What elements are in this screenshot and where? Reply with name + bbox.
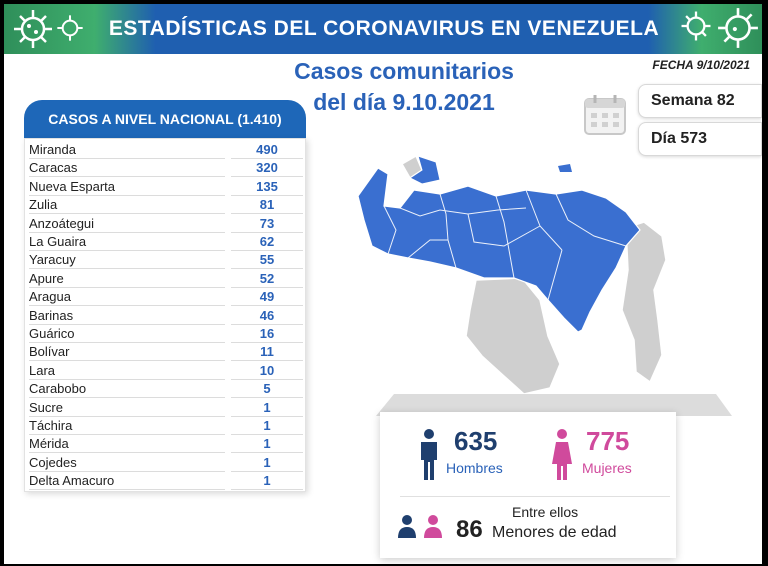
state-cases: 46 (231, 307, 303, 325)
map-region-amazonas (465, 277, 561, 395)
girl-icon (424, 515, 442, 538)
state-name: Sucre (29, 399, 225, 417)
map-region-delta (621, 221, 667, 384)
entre-ellos-label: Entre ellos (512, 504, 579, 520)
state-name: Guárico (29, 325, 225, 343)
virus-icon (718, 8, 758, 48)
table-row: Carabobo 5 (25, 380, 307, 399)
state-name: Carabobo (29, 380, 225, 399)
state-cases: 73 (231, 215, 303, 233)
state-name: Apure (29, 270, 225, 288)
state-name: Yaracuy (29, 251, 225, 270)
state-name: Lara (29, 362, 225, 380)
virus-icon (14, 10, 52, 48)
state-cases: 16 (231, 325, 303, 343)
table-row: Bolívar 11 (25, 343, 307, 362)
state-name: Táchira (29, 417, 225, 435)
table-row: Miranda 490 (25, 141, 307, 159)
infographic: ESTADÍSTICAS DEL CORONAVIRUS EN VENEZUEL… (4, 4, 762, 564)
state-cases: 52 (231, 270, 303, 288)
subtitle-line2: del día 9.10.2021 (313, 89, 495, 115)
table-row: Lara 10 (25, 362, 307, 380)
page-subtitle: Casos comunitarios del día 9.10.2021 (244, 56, 564, 118)
map-region-main (357, 167, 641, 333)
woman-icon (552, 429, 572, 480)
cases-table: Miranda 490 Caracas 320 Nueva Esparta 135 Zuli… (24, 138, 306, 492)
state-name: Caracas (29, 159, 225, 178)
state-cases: 1 (231, 417, 303, 435)
state-cases: 81 (231, 196, 303, 215)
state-cases: 1 (231, 399, 303, 417)
state-name: Aragua (29, 288, 225, 307)
hombres-count: 635 (454, 426, 498, 456)
man-icon (421, 429, 437, 480)
state-cases: 135 (231, 178, 303, 196)
state-cases: 1 (231, 454, 303, 472)
state-name: Barinas (29, 307, 225, 325)
state-cases: 10 (231, 362, 303, 380)
table-row: Zulia 81 (25, 196, 307, 215)
table-row: Apure 52 (25, 270, 307, 288)
hombres-label: Hombres (446, 460, 503, 476)
state-cases: 490 (231, 141, 303, 159)
state-name: Miranda (29, 141, 225, 159)
mujeres-count: 775 (586, 426, 630, 456)
table-row: Barinas 46 (25, 307, 307, 325)
state-name: Mérida (29, 435, 225, 454)
calendar-icon (584, 95, 626, 135)
menores-count: 86 (456, 516, 483, 543)
table-row: Yaracuy 55 (25, 251, 307, 270)
dia-badge: Día 573 (638, 122, 762, 156)
table-row: La Guaira 62 (25, 233, 307, 251)
date-label: FECHA 9/10/2021 (652, 58, 750, 72)
table-row: Caracas 320 (25, 159, 307, 178)
state-cases: 49 (231, 288, 303, 307)
subtitle-line1: Casos comunitarios (294, 58, 514, 84)
mujeres-label: Mujeres (582, 460, 632, 476)
table-row: Anzoátegui 73 (25, 215, 307, 233)
table-row: Delta Amacuro 1 (25, 472, 307, 491)
state-cases: 320 (231, 159, 303, 178)
divider (400, 496, 670, 497)
table-row: Guárico 16 (25, 325, 307, 343)
state-cases: 55 (231, 251, 303, 270)
state-cases: 1 (231, 472, 303, 491)
table-row: Mérida 1 (25, 435, 307, 454)
state-name: Bolívar (29, 343, 225, 362)
venezuela-map (357, 154, 667, 395)
pedestal (376, 394, 732, 416)
stats-panel: 635 Hombres 775 Mujeres Entre ellos 86 M… (380, 412, 676, 558)
table-row: Nueva Esparta 135 (25, 178, 307, 196)
state-cases: 5 (231, 380, 303, 399)
state-cases: 62 (231, 233, 303, 251)
state-cases: 1 (231, 435, 303, 454)
state-name: Delta Amacuro (29, 472, 225, 491)
boy-icon (398, 515, 416, 538)
table-row: Cojedes 1 (25, 454, 307, 472)
map-region-margarita (558, 164, 572, 172)
banner-title: ESTADÍSTICAS DEL CORONAVIRUS EN VENEZUEL… (108, 17, 660, 40)
map-region-falcon-north (409, 155, 441, 185)
menores-label: Menores de edad (492, 524, 617, 541)
semana-badge: Semana 82 (638, 84, 762, 118)
header-banner: ESTADÍSTICAS DEL CORONAVIRUS EN VENEZUEL… (4, 4, 762, 54)
virus-icon (57, 15, 83, 41)
table-row: Aragua 49 (25, 288, 307, 307)
state-name: Cojedes (29, 454, 225, 472)
state-name: Nueva Esparta (29, 178, 225, 196)
table-row: Sucre 1 (25, 399, 307, 417)
state-name: Anzoátegui (29, 215, 225, 233)
table-header: CASOS A NIVEL NACIONAL (1.410) (24, 100, 306, 138)
virus-icon (681, 11, 711, 41)
state-cases: 11 (231, 343, 303, 362)
table-row: Táchira 1 (25, 417, 307, 435)
state-name: La Guaira (29, 233, 225, 251)
state-name: Zulia (29, 196, 225, 215)
